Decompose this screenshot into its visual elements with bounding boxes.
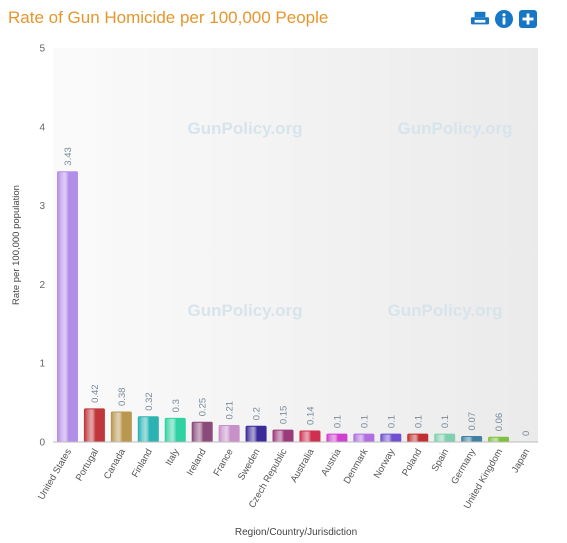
- chart-title: Rate of Gun Homicide per 100,000 People: [8, 8, 329, 27]
- data-label: 0.3: [171, 399, 182, 412]
- x-tick-label: Italy: [164, 447, 182, 468]
- bar[interactable]: [434, 433, 456, 443]
- print-button[interactable]: [471, 10, 489, 28]
- data-label: 0.15: [279, 406, 290, 425]
- x-tick-label: Norway: [372, 447, 398, 481]
- data-label: 0: [521, 431, 532, 436]
- y-tick-label: 5: [39, 44, 45, 55]
- bar[interactable]: [272, 429, 294, 443]
- data-label: 3.43: [63, 147, 74, 166]
- bar[interactable]: [380, 433, 402, 443]
- watermark: GunPolicy.org: [388, 301, 503, 320]
- y-axis-label: Rate per 100,000 population: [11, 185, 22, 305]
- x-tick-label: Poland: [400, 447, 424, 478]
- x-tick-label: France: [211, 447, 235, 478]
- bar[interactable]: [164, 417, 186, 443]
- x-tick-label: Austria: [319, 446, 344, 478]
- x-tick-label: Denmark: [342, 447, 371, 486]
- x-tick-label: Finland: [130, 447, 155, 479]
- plot-area-shading: [53, 48, 538, 442]
- info-button[interactable]: [495, 10, 513, 28]
- data-label: 0.1: [359, 415, 370, 428]
- x-axis-label: Region/Country/Jurisdiction: [235, 527, 357, 538]
- watermark: GunPolicy.org: [398, 119, 513, 138]
- bar[interactable]: [407, 433, 429, 443]
- bar[interactable]: [218, 424, 240, 443]
- bar[interactable]: [83, 408, 105, 443]
- y-tick-label: 0: [39, 438, 45, 449]
- bar[interactable]: [245, 425, 267, 443]
- bar[interactable]: [191, 421, 213, 443]
- y-tick-label: 2: [39, 280, 45, 291]
- watermark: GunPolicy.org: [188, 119, 303, 138]
- data-label: 0.06: [494, 413, 505, 432]
- add-button[interactable]: [519, 10, 537, 28]
- plus-icon: [519, 10, 537, 28]
- x-tick-label: Japan: [510, 447, 532, 475]
- data-label: 0.2: [252, 407, 263, 420]
- data-label: 0.1: [440, 415, 451, 428]
- bar[interactable]: [488, 436, 510, 443]
- data-label: 0.25: [198, 398, 209, 417]
- y-tick-label: 4: [39, 122, 45, 133]
- bar[interactable]: [299, 430, 321, 443]
- data-label: 0.32: [144, 392, 155, 411]
- x-tick-label: Canada: [102, 446, 129, 481]
- data-label: 0.42: [90, 384, 101, 403]
- chart-toolbar: [471, 10, 537, 28]
- data-label: 0.1: [332, 415, 343, 428]
- x-tick-label: Ireland: [185, 447, 209, 478]
- info-icon: [495, 10, 513, 28]
- x-tick-label: Spain: [430, 447, 452, 474]
- x-tick-label: United States: [36, 447, 74, 502]
- data-label: 0.14: [305, 406, 316, 425]
- data-label: 0.1: [386, 415, 397, 428]
- bar[interactable]: [137, 416, 159, 443]
- data-label: 0.38: [117, 388, 128, 407]
- bar[interactable]: [353, 433, 375, 443]
- y-tick-label: 3: [39, 201, 45, 212]
- x-tick-label: Australia: [289, 446, 317, 484]
- bar[interactable]: [326, 433, 348, 443]
- x-tick-label: Sweden: [236, 447, 263, 482]
- bar[interactable]: [461, 435, 483, 443]
- bar[interactable]: [110, 411, 132, 443]
- data-label: 0.1: [413, 415, 424, 428]
- print-icon: [471, 11, 489, 25]
- data-label: 0.21: [225, 401, 236, 420]
- watermark: GunPolicy.org: [188, 301, 303, 320]
- bar[interactable]: [56, 171, 78, 443]
- x-tick-label: Portugal: [74, 447, 101, 483]
- y-tick-label: 1: [39, 359, 45, 370]
- x-tick-label: Germany: [449, 447, 478, 487]
- data-label: 0.07: [467, 412, 478, 431]
